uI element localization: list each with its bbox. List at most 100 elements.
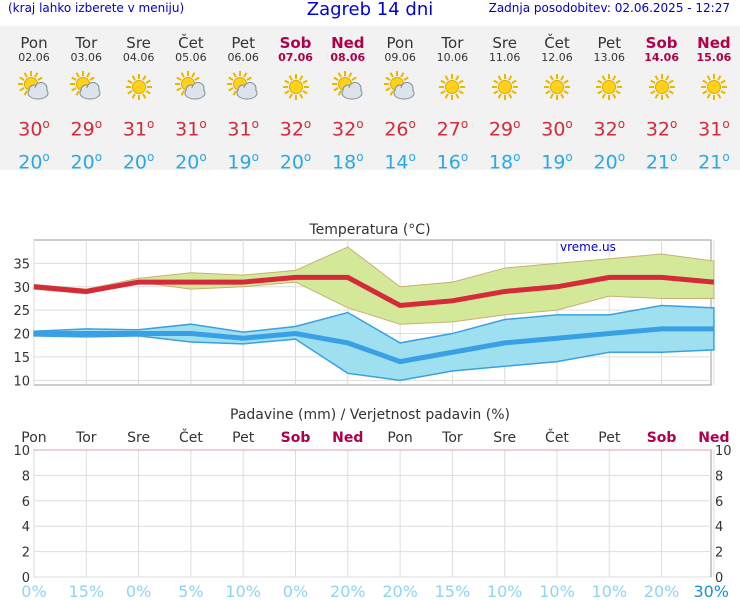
- max-temp: 29o: [70, 117, 103, 141]
- day-name: Sob: [645, 34, 678, 52]
- min-temp: 18o: [332, 150, 364, 174]
- x-tick-label: Tor: [75, 430, 97, 446]
- y-tick-label-right: 2: [715, 546, 723, 561]
- day-date: 09.06: [384, 51, 416, 64]
- y-tick-label: 4: [22, 520, 30, 535]
- day-name: Čet: [178, 34, 204, 52]
- y-tick-label: 20: [13, 328, 30, 343]
- precip-probability: 15%: [435, 582, 471, 600]
- min-temp: 16o: [436, 150, 469, 174]
- day-name: Tor: [75, 34, 98, 52]
- precip-probability: 10%: [225, 582, 261, 600]
- y-tick-label: 8: [22, 469, 30, 484]
- x-tick-label: Ned: [332, 430, 363, 446]
- min-temp: 20o: [122, 150, 155, 174]
- min-temp: 21o: [698, 150, 730, 174]
- plot-area: [33, 449, 712, 578]
- sun-icon: [436, 71, 468, 103]
- sun-icon: [698, 71, 730, 103]
- min-temp: 20o: [593, 150, 626, 174]
- partly-cloudy-icon: [331, 71, 364, 103]
- day-name: Pon: [20, 34, 48, 52]
- day-date: 07.06: [278, 51, 313, 64]
- day-name: Ned: [331, 34, 365, 52]
- max-temp-line: [33, 274, 715, 309]
- partly-cloudy-icon: [18, 71, 50, 103]
- day-date: 06.06: [227, 51, 259, 64]
- day-column: Pon 02.06 30o 20o: [8, 26, 60, 174]
- day-name: Sre: [492, 34, 517, 52]
- x-tick-label: Sre: [493, 430, 516, 446]
- day-column: Pet 06.06 31o 19o: [217, 26, 269, 174]
- day-date: 12.06: [541, 51, 573, 64]
- x-tick-label: Pon: [387, 430, 412, 446]
- day-date: 10.06: [436, 51, 469, 64]
- x-tick-label: Tor: [441, 430, 463, 446]
- day-date: 04.06: [122, 51, 155, 64]
- max-temp: 31o: [698, 117, 730, 141]
- y-tick-label: 2: [22, 546, 30, 561]
- day-name: Pet: [597, 34, 622, 52]
- max-temp: 31o: [227, 117, 259, 141]
- x-tick-label: Pet: [598, 430, 621, 446]
- x-tick-label: Čet: [545, 428, 569, 446]
- y-tick-label-right: 10: [715, 444, 732, 459]
- y-tick-label-right: 4: [715, 520, 723, 535]
- y-tick-label: 25: [13, 304, 30, 319]
- min-temp: 19o: [541, 150, 573, 174]
- min-temp: 18o: [488, 150, 521, 174]
- y-tick-label: 35: [13, 257, 30, 272]
- x-tick-label: Sob: [647, 430, 677, 446]
- max-temp: 32o: [645, 117, 678, 141]
- day-column: Sre 04.06 31o 20o: [113, 26, 165, 174]
- day-date: 08.06: [330, 51, 366, 64]
- min-temp-band: [33, 304, 715, 382]
- max-temp: 27o: [436, 117, 469, 141]
- min-temp-line: [34, 326, 714, 365]
- top-bar: (kraj lahko izberete v meniju) Zagreb 14…: [0, 0, 740, 22]
- day-date: 02.06: [18, 51, 50, 64]
- y-tick-label: 0: [22, 571, 30, 586]
- partly-cloudy-icon: [384, 71, 416, 103]
- sun-icon: [646, 71, 678, 103]
- y-tick-label: 10: [13, 374, 30, 389]
- day-date: 03.06: [70, 51, 103, 64]
- day-name: Pet: [231, 34, 255, 52]
- precip-probability: 0%: [126, 582, 151, 600]
- max-temp: 26o: [384, 117, 416, 141]
- day-name: Tor: [441, 34, 464, 52]
- precip-probability: 10%: [487, 582, 523, 600]
- sun-icon: [280, 71, 312, 103]
- max-temp-band: [33, 246, 715, 325]
- max-temp: 32o: [332, 117, 364, 141]
- y-tick-label-right: 0: [715, 571, 723, 586]
- day-name: Sob: [279, 34, 312, 52]
- precip-probability: 20%: [382, 582, 418, 600]
- y-tick-label: 10: [13, 444, 30, 459]
- location-menu-hint[interactable]: (kraj lahko izberete v meniju): [8, 1, 185, 15]
- x-tick-label: Pet: [232, 430, 255, 446]
- min-temp: 20o: [175, 150, 207, 174]
- temperature-chart: Temperatura (°C) 10 15 20 25 30 35 vreme.us: [13, 222, 715, 389]
- precip-probability: 0%: [283, 582, 308, 600]
- y-tick-label-right: 6: [715, 495, 723, 510]
- y-tick-label: 15: [13, 351, 30, 366]
- min-temp: 14o: [384, 150, 416, 174]
- last-updated: Zadnja posodobitev: 02.06.2025 - 12:27: [488, 1, 730, 15]
- precip-probability: 5%: [178, 582, 203, 600]
- min-temp: 21o: [645, 150, 678, 174]
- y-tick-label: 6: [22, 495, 30, 510]
- partly-cloudy-icon: [227, 71, 259, 103]
- day-column: Sob 07.06 32o 20o: [270, 26, 322, 174]
- day-name: Ned: [697, 34, 731, 52]
- max-temp: 31o: [122, 117, 155, 141]
- day-date: 05.06: [175, 51, 207, 64]
- day-date: 13.06: [593, 51, 626, 64]
- page-title: Zagreb 14 dni: [306, 0, 434, 20]
- x-tick-label: Pon: [21, 430, 46, 446]
- max-temp: 30o: [541, 117, 573, 141]
- max-temp: 32o: [279, 117, 312, 141]
- max-temp: 31o: [175, 117, 207, 141]
- day-column: Ned 15.06 31o 21o: [688, 26, 740, 174]
- sun-icon: [593, 71, 625, 103]
